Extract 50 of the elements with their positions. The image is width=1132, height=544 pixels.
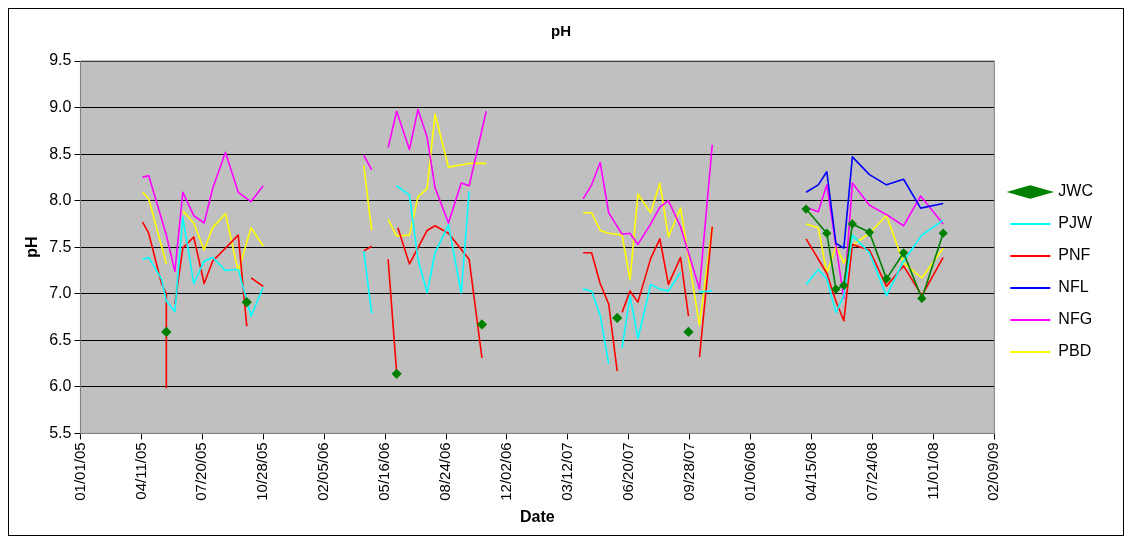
chart-title: pH [551,22,571,40]
legend-label: PNF [1058,246,1091,264]
legend-label: PJW [1058,214,1094,232]
point [161,327,172,337]
legend-label: NFG [1058,310,1093,328]
y-tick-label: 8.5 [49,144,72,162]
x-tick-label: 04/11/05 [131,442,149,500]
point [822,228,832,238]
legend-label: JWC [1058,182,1093,200]
point [899,248,908,258]
y-tick-label: 9.5 [49,51,72,69]
point [801,204,811,214]
x-tick-label: 02/09/09 [984,442,1002,501]
y-tick-label: 6.0 [49,377,72,395]
x-tick-label: 10/28/05 [253,442,271,501]
x-tick-label: 09/28/07 [679,442,697,501]
point [839,281,849,290]
x-tick-label: 12/02/06 [497,442,515,501]
x-tick-label: 05/16/06 [375,442,393,501]
y-tick-label: 7.5 [49,237,72,255]
y-tick-label: 6.5 [49,330,72,348]
point [917,294,927,303]
point [882,274,891,284]
x-tick-label: 01/06/08 [740,442,758,501]
point [391,369,402,379]
point [831,284,841,294]
y-tick-label: 7.0 [49,284,72,302]
y-tick-label: 9.0 [49,97,72,115]
x-tick-label: 07/20/05 [192,442,210,501]
y-tick-label: 5.5 [49,423,72,441]
y-axis-title: pH [23,236,41,258]
legend-label: NFL [1058,278,1089,296]
point [241,297,252,307]
x-axis-title: Date [520,507,555,525]
x-tick-label: 08/24/06 [436,442,454,501]
x-tick-label: 07/24/08 [862,442,880,501]
x-tick-label: 11/01/08 [923,442,941,500]
point [848,219,857,229]
legend-label: PBD [1058,342,1092,360]
point [938,228,948,238]
point [612,313,623,323]
x-tick-label: 03/12/07 [558,442,575,501]
point [865,228,874,237]
x-tick-label: 06/20/07 [618,442,636,501]
x-tick-label: 04/15/08 [801,442,819,501]
x-tick-label: 01/01/05 [70,442,88,501]
point [683,327,694,337]
y-tick-label: 8.0 [49,191,72,209]
x-tick-label: 02/05/06 [314,442,332,501]
point [477,319,487,330]
